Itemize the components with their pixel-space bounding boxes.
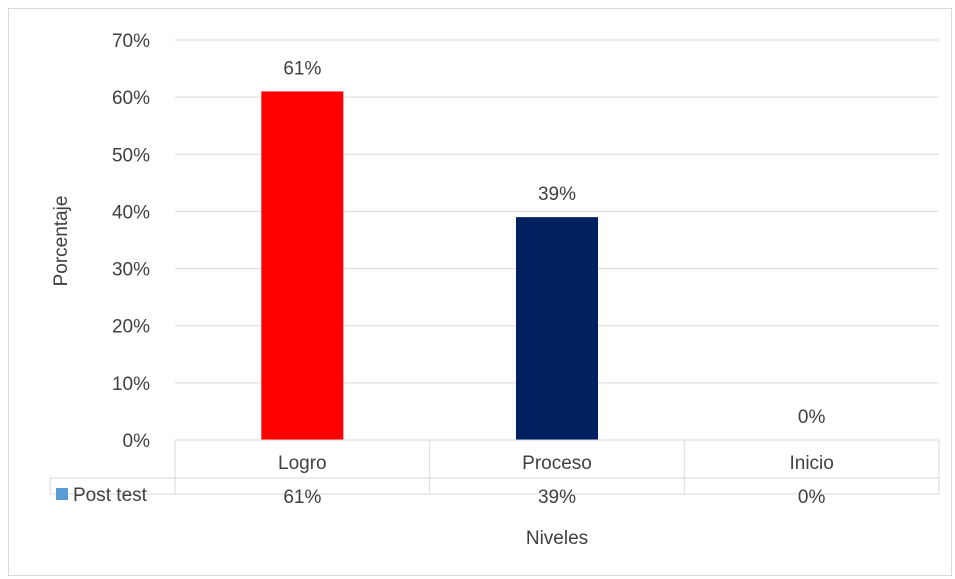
chart-frame (8, 8, 952, 576)
bar-logro (261, 91, 344, 440)
y-axis-title: Porcentaje (51, 196, 72, 287)
table-cell: 39% (538, 487, 576, 508)
y-tick-label: 10% (112, 374, 150, 395)
legend-swatch (56, 488, 68, 500)
bars (261, 91, 598, 440)
data-label: 39% (538, 184, 576, 205)
bar-proceso (516, 217, 598, 440)
y-tick-label: 40% (112, 202, 150, 223)
data-labels: 61% 39% 0% (283, 58, 825, 428)
data-label: 61% (283, 58, 321, 79)
legend-label: Post test (73, 485, 148, 506)
y-tick-label: 20% (112, 317, 150, 338)
y-tick-label: 60% (112, 88, 150, 109)
table-cell: 0% (798, 487, 826, 508)
x-category-label: Proceso (522, 453, 592, 474)
y-axis-ticks: 0% 10% 20% 30% 40% 50% 60% 70% (112, 31, 150, 452)
y-tick-label: 0% (123, 431, 151, 452)
data-table: Logro 61% Proceso 39% Inicio 0% Post test (49, 439, 940, 508)
x-category-label: Inicio (789, 453, 833, 474)
y-tick-label: 50% (112, 145, 150, 166)
y-tick-label: 70% (112, 31, 150, 52)
table-cell: 61% (283, 487, 321, 508)
x-category-label: Logro (278, 453, 327, 474)
y-tick-label: 30% (112, 260, 150, 281)
x-axis-title: Niveles (526, 528, 588, 549)
data-label: 0% (798, 407, 826, 428)
